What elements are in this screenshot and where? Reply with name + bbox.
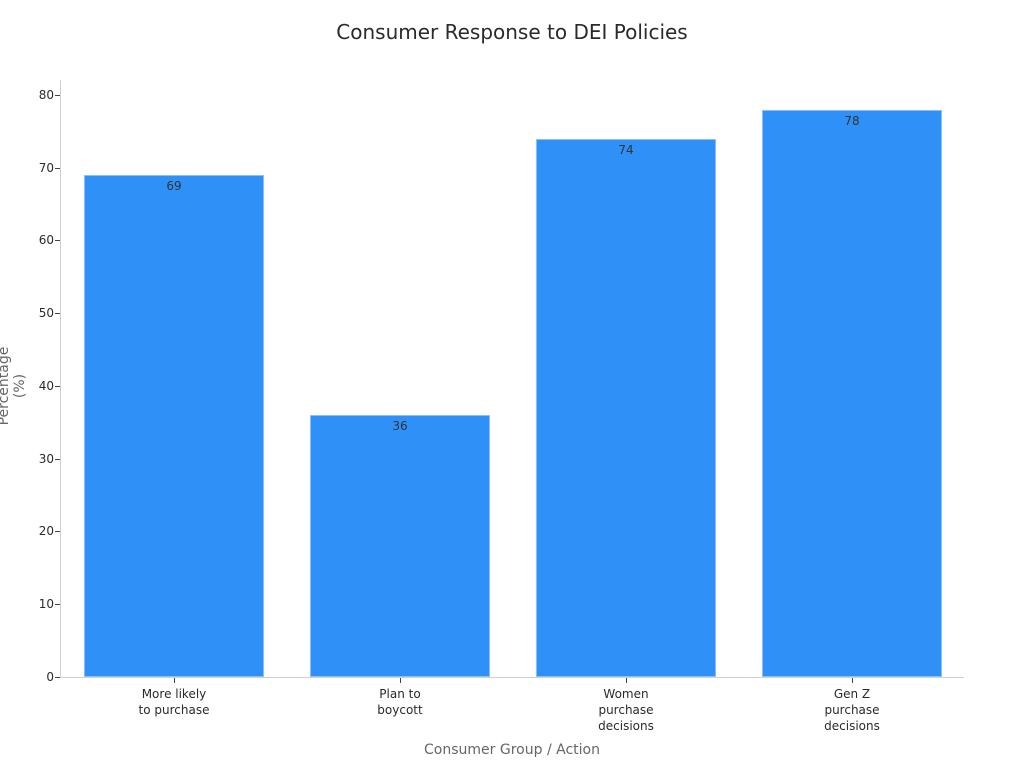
bar-gen-z-purchase-decisions: 78 <box>762 110 942 677</box>
x-axis-line <box>60 677 964 678</box>
y-tick: 10 <box>0 597 64 611</box>
x-tick-label: Women purchase decisions <box>598 687 654 733</box>
bar-value-label: 74 <box>618 143 634 157</box>
y-tick: 20 <box>0 524 64 538</box>
bar-more-likely-to-purchase: 69 <box>84 175 264 677</box>
y-tick: 70 <box>0 161 64 175</box>
x-tick <box>400 678 401 683</box>
y-axis-line <box>60 80 61 677</box>
bar-value-label: 69 <box>166 179 182 193</box>
x-tick-label: More likely to purchase <box>138 687 210 717</box>
y-tick: 80 <box>0 88 64 102</box>
x-tick-label: Plan to boycott <box>377 687 423 717</box>
y-tick: 30 <box>0 452 64 466</box>
x-tick <box>174 678 175 683</box>
y-tick: 50 <box>0 306 64 320</box>
x-tick <box>852 678 853 683</box>
bar-value-label: 36 <box>392 419 408 433</box>
x-tick <box>626 678 627 683</box>
y-tick: 60 <box>0 233 64 247</box>
x-axis-label: Consumer Group / Action <box>424 742 600 758</box>
bar-value-label: 78 <box>844 114 860 128</box>
bar-women-purchase-decisions: 74 <box>536 139 716 677</box>
y-tick: 0 <box>0 670 64 684</box>
y-axis-label: Percentage (%) <box>0 346 28 426</box>
x-tick-label: Gen Z purchase decisions <box>824 687 880 733</box>
y-tick: 40 <box>0 379 64 393</box>
chart-title: Consumer Response to DEI Policies <box>336 20 688 44</box>
bar-plan-to-boycott: 36 <box>310 415 490 677</box>
